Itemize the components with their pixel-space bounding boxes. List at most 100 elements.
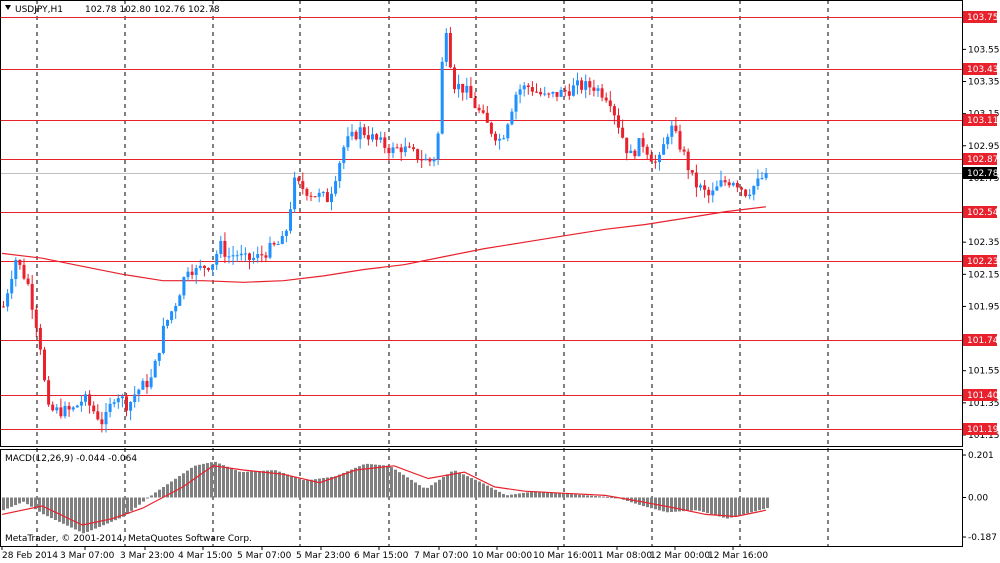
macd-bar <box>498 491 501 498</box>
candle <box>371 127 374 143</box>
x-tick-label: 12 Mar 00:00 <box>650 551 710 561</box>
candle <box>342 144 346 170</box>
macd-bar <box>694 497 697 511</box>
macd-bar <box>118 497 121 519</box>
macd-bar <box>222 465 225 498</box>
candle <box>600 84 604 102</box>
macd-bar <box>218 463 221 498</box>
macd-bar <box>330 476 333 498</box>
candle <box>412 143 415 152</box>
chart-header: USDJPY,H1 102.78 102.80 102.76 102.78 <box>5 5 220 15</box>
macd-bar <box>734 497 737 517</box>
x-tick-label: 3 Mar 07:00 <box>60 551 115 561</box>
candle <box>711 182 715 203</box>
macd-bar <box>762 497 765 510</box>
candle <box>309 191 313 202</box>
macd-bar <box>142 497 145 502</box>
macd-bar <box>18 497 21 504</box>
candle <box>276 240 280 245</box>
macd-bar <box>58 497 61 522</box>
candle <box>264 251 268 263</box>
candle <box>715 180 719 191</box>
candle <box>34 305 38 338</box>
candle <box>551 91 555 98</box>
macd-bar <box>370 464 373 498</box>
candle <box>666 133 670 150</box>
macd-bar <box>442 477 445 498</box>
level-price-tag <box>963 389 997 401</box>
macd-bar <box>422 487 425 498</box>
candle <box>727 178 731 188</box>
candle <box>338 160 342 189</box>
x-tick-label: 5 Mar 07:00 <box>237 551 292 561</box>
candle <box>280 230 284 245</box>
macd-bar <box>570 494 573 498</box>
level-price-tag <box>963 153 997 165</box>
candle <box>387 144 391 162</box>
macd-bar <box>350 469 353 498</box>
candle <box>317 188 321 203</box>
moving-average <box>1 206 767 283</box>
candle <box>325 188 329 203</box>
macd-bar <box>10 497 13 507</box>
macd-bar <box>358 466 361 498</box>
macd-bar <box>758 497 761 511</box>
macd-bar <box>326 477 329 498</box>
candle <box>84 391 87 406</box>
macd-bar <box>250 471 253 498</box>
candle <box>416 148 420 163</box>
macd-bar <box>254 471 257 498</box>
x-tick-label: 10 Mar 00:00 <box>472 551 532 561</box>
candle <box>67 402 71 417</box>
candle <box>764 167 768 181</box>
candle <box>494 131 497 146</box>
candle <box>592 79 596 97</box>
candle <box>703 179 707 198</box>
candle <box>55 403 59 414</box>
macd-bar <box>62 497 65 524</box>
candle <box>481 104 485 115</box>
macd-bar <box>458 472 461 498</box>
macd-bar <box>546 492 549 498</box>
macd-bar <box>366 463 369 498</box>
candle <box>186 267 190 282</box>
macd-panel <box>1 461 769 534</box>
macd-bar <box>670 497 673 512</box>
candle <box>51 401 55 412</box>
candle <box>125 392 128 417</box>
macd-bar <box>138 497 141 505</box>
x-tick-label: 28 Feb 2014 <box>2 551 58 561</box>
candle <box>604 92 608 103</box>
y-tick-label: 101.55 <box>968 367 1000 377</box>
macd-bar <box>678 497 681 512</box>
candle <box>202 265 206 277</box>
candle <box>424 153 428 161</box>
dropdown-triangle-icon[interactable] <box>5 5 11 10</box>
level-price-label: 103.11 <box>967 116 999 126</box>
macd-bar <box>346 471 349 498</box>
macd-bar <box>386 465 389 498</box>
macd-bar <box>522 492 525 498</box>
candle <box>293 171 297 213</box>
candle <box>453 64 456 94</box>
candle <box>71 406 75 412</box>
macd-bar <box>414 482 417 498</box>
candle <box>43 346 46 382</box>
macd-bar <box>134 497 137 508</box>
macd-bar <box>658 497 661 511</box>
candle <box>231 245 235 265</box>
candle <box>190 264 194 280</box>
candle <box>469 77 473 99</box>
macd-bar <box>702 497 705 512</box>
macd-bar <box>30 497 33 507</box>
x-tick-label: 5 Mar 23:00 <box>296 551 351 561</box>
macd-bar <box>614 497 617 499</box>
macd-bar <box>582 495 585 498</box>
macd-bar <box>214 461 217 498</box>
macd-bar <box>394 469 397 498</box>
macd-bar <box>730 497 733 518</box>
candle <box>543 86 547 97</box>
level-price-tag <box>963 255 997 267</box>
macd-bar <box>66 497 69 526</box>
